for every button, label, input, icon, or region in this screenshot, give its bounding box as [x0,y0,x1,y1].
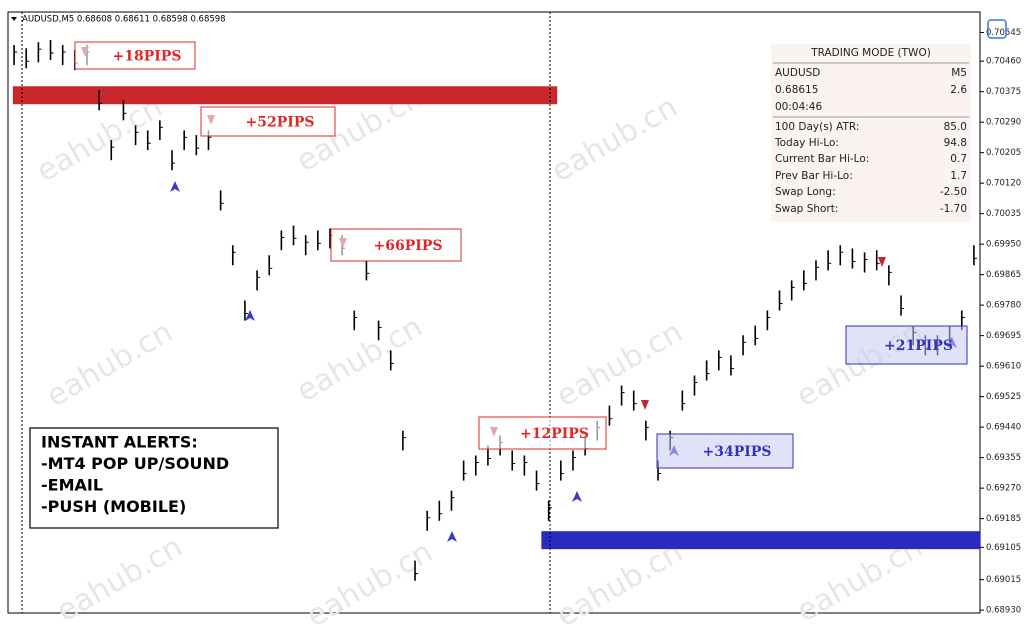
y-tick-label: 0.69185 [986,514,1021,524]
menu-arrow[interactable] [11,17,17,21]
y-tick-label: 0.70375 [986,87,1021,97]
zones [12,86,980,550]
y-tick-label: 0.69610 [986,362,1021,372]
panel-value: -2.50 [940,186,967,198]
panel-value: 1.7 [950,170,967,182]
pips-label: +52PIPS [246,115,315,131]
info-panel [771,44,971,222]
y-tick-label: 0.70120 [986,179,1021,189]
y-tick-label: 0.69695 [986,331,1021,341]
y-tick-label: 0.70545 [986,28,1021,38]
y-tick-label: 0.69525 [986,392,1021,402]
panel-key: Swap Short: [775,203,838,215]
y-tick-label: 0.69440 [986,423,1021,433]
alert-lines: INSTANT ALERTS: -MT4 POP UP/SOUND -EMAIL -P… [41,433,229,517]
y-tick-label: 0.70205 [986,148,1021,158]
panel-value: 0.7 [950,153,967,165]
y-tick-label: 0.69780 [986,301,1021,311]
panel-value: 2.6 [950,84,967,96]
sell-arrow [641,400,649,410]
pips-box [656,433,794,469]
y-tick-label: 0.70460 [986,57,1021,67]
panel-key: Prev Bar Hi-Lo: [775,170,853,182]
panel-value: -1.70 [940,203,967,215]
pips-box [74,41,196,70]
pips-box [200,106,336,137]
buy-arrow [572,491,582,502]
panel-key: 0.68615 [775,84,818,96]
zone [12,86,558,105]
buy-arrow [447,531,457,542]
alert-line: -MT4 POP UP/SOUND [41,454,229,473]
chart-title: AUDUSD,M5 0.68608 0.68611 0.68598 0.6859… [22,15,226,25]
pips-box [845,325,968,365]
alert-line: -EMAIL [41,476,103,495]
panel-value: 85.0 [944,121,967,133]
y-tick-label: 0.69105 [986,543,1021,553]
y-axis: 0.70545 0.70460 0.70375 0.70290 0.70205 0.701… [980,28,1021,616]
alert-line: -PUSH (MOBILE) [41,497,186,516]
pips-label: +66PIPS [374,238,443,254]
pips-label: +34PIPS [703,444,772,460]
pips-label: +18PIPS [113,49,182,65]
panel-key: Swap Long: [775,186,836,198]
buy-arrow [170,181,180,192]
alert-line: INSTANT ALERTS: [41,433,198,452]
panel-key: 100 Day(s) ATR: [775,121,859,133]
pips-box [330,228,462,262]
alert-box [29,427,279,529]
y-tick-label: 0.69015 [986,575,1021,585]
y-tick-label: 0.70035 [986,209,1021,219]
panel-value: M5 [951,67,967,79]
panel-key: Current Bar Hi-Lo: [775,153,869,165]
pips-label: +12PIPS [520,426,589,442]
sell-arrow [878,257,886,267]
zone [541,531,980,550]
y-tick-label: 0.68930 [986,606,1021,616]
y-tick-label: 0.70290 [986,118,1021,128]
screenshot-icon[interactable] [987,19,1007,39]
annotations: +18PIPS +52PIPS +66PIPS +12PIPS +34PIPS +21PI… [74,41,968,469]
pips-box [478,416,607,450]
y-tick-label: 0.69355 [986,453,1021,463]
pips-label: +21PIPS [884,338,953,354]
panel-rows: AUDUSD M5 0.68615 2.6 00:04:46 100 Day(s) ATR… [773,62,969,215]
panel-key: 00:04:46 [775,101,822,113]
buy-arrow [245,310,255,321]
panel-value: 94.8 [944,137,967,149]
panel-key: AUDUSD [775,67,820,79]
y-tick-label: 0.69950 [986,240,1021,250]
y-tick-label: 0.69270 [986,484,1021,494]
panel-title: TRADING MODE (TWO) [810,47,931,59]
y-tick-label: 0.69865 [986,270,1021,280]
panel-key: Today Hi-Lo: [774,137,839,149]
